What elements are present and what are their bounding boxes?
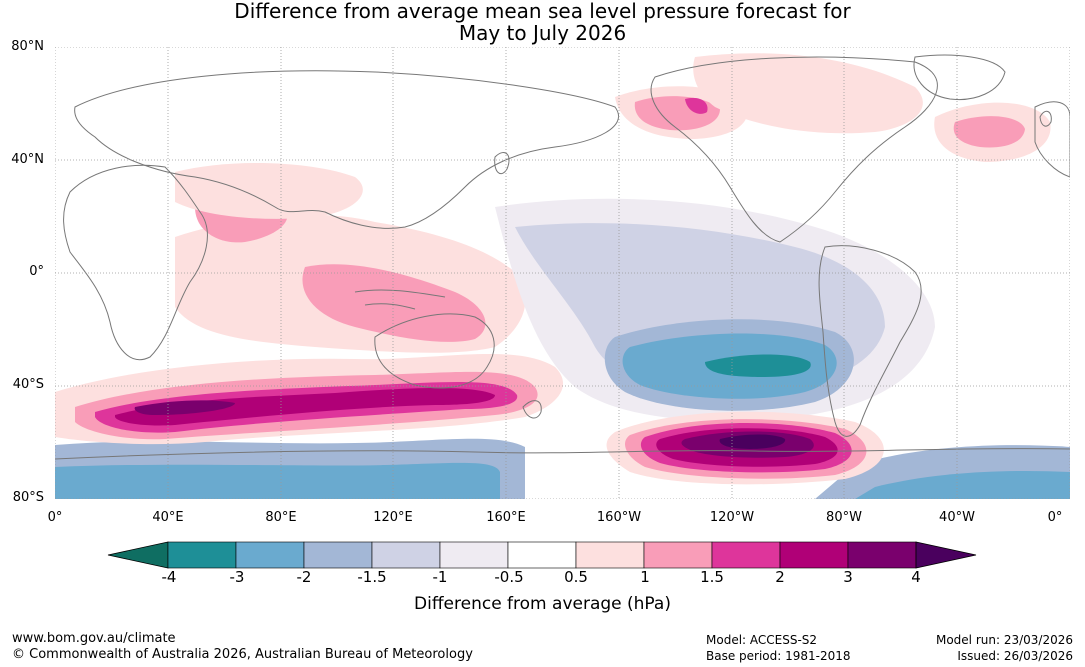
coast-greenland [913,54,1006,101]
colorbar [107,541,977,569]
colorbar-cell [847,541,917,569]
pressure-anomaly-map [55,47,1070,499]
colorbar-cells [107,541,977,569]
lon-label-0-right: 0° [1047,510,1063,525]
copyright-text: © Commonwealth of Australia 2026, Austra… [12,647,473,662]
lon-label-80e: 80°E [265,510,297,525]
issued-date: Issued: 26/03/2026 [957,649,1073,663]
colorbar-cell [439,541,509,569]
coast-south-america [818,245,922,437]
colorbar-tick: 0.5 [564,568,588,586]
map-title-line1: Difference from average mean sea level p… [234,0,851,23]
colorbar-title: Difference from average (hPa) [414,594,671,614]
colorbar-cell [507,541,577,569]
gridlines [55,47,1070,499]
lon-label-120e: 120°E [373,510,413,525]
anomaly-region-asia-pink-light [175,162,363,219]
lon-label-160e: 160°E [486,510,526,525]
anomaly-region-atlantic-pink [953,116,1025,148]
coastlines [55,54,1070,460]
coast-indonesia [354,289,446,310]
lon-label-40e: 40°E [152,510,184,525]
colorbar-tick: -4 [161,568,177,586]
colorbar-cell [575,541,645,569]
lon-label-0-left: 0° [47,510,63,525]
coast-africa [63,164,208,360]
coast-antarctica [55,448,1070,460]
coast-australia [374,313,495,389]
model-run-date: Model run: 23/03/2026 [935,633,1073,647]
colorbar-cell [643,541,713,569]
anomaly-region-canada-pink-light [693,53,923,134]
colorbar-tick: -1.5 [357,568,387,586]
coast-uk [1039,110,1052,127]
anomaly-region-south-purple [115,388,495,426]
colorbar-tick: 3 [843,568,853,586]
coast-eurasia [74,70,619,229]
colorbar-cell [371,541,441,569]
anomaly-region-south-blue-core [55,462,500,499]
colorbar-arrow-low [107,541,169,569]
model-name: Model: ACCESS-S2 [706,633,818,647]
lon-label-160w: 160°W [596,510,642,525]
colorbar-tick: -0.5 [494,568,524,586]
colorbar-tick: -3 [229,568,245,586]
coast-north-america [650,56,938,243]
base-period: Base period: 1981-2018 [706,649,851,663]
colorbar-tick: 4 [911,568,921,586]
coast-new-zealand [522,400,542,419]
colorbar-cell [167,541,237,569]
anomaly-region-maritime-pink [302,264,486,342]
anomaly-region-spacific-core [719,434,786,449]
lat-label-0: 0° [29,264,44,279]
lat-label-40s: 40°S [12,377,44,392]
lat-label-80s: 80°S [12,490,44,505]
colorbar-cell [779,541,849,569]
colorbar-cell [303,541,373,569]
colorbar-cell [711,541,781,569]
colorbar-cell [235,541,305,569]
colorbar-tick: -2 [296,568,312,586]
lon-label-40w: 40°W [939,510,975,525]
map-title-line2: May to July 2026 [458,21,627,45]
coast-europe [1034,101,1070,178]
coast-japan [494,152,510,175]
lon-label-80w: 80°W [826,510,862,525]
colorbar-tick: 2 [775,568,785,586]
lat-label-40n: 40°N [11,152,44,167]
colorbar-tick: 1.5 [700,568,724,586]
anomaly-region-alaska-magenta [685,97,708,114]
lat-label-80n: 80°N [11,39,44,54]
lon-label-120w: 120°W [709,510,755,525]
colorbar-arrow-high [915,541,977,569]
anomaly-region-south-core [134,400,235,415]
anomaly-region-southeast-blue-core [855,470,1070,499]
colorbar-tick: -1 [432,568,448,586]
website-link[interactable]: www.bom.gov.au/climate [12,631,176,646]
anomaly-region-pacific-teal [705,354,811,377]
colorbar-tick: 1 [640,568,650,586]
